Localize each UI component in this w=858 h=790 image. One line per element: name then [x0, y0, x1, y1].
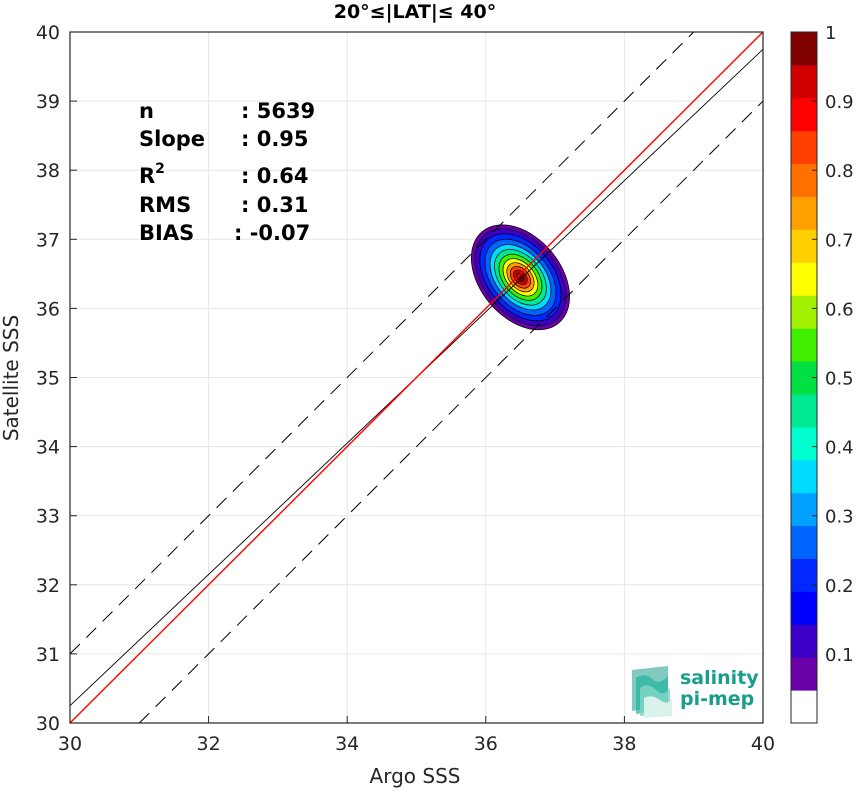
x-tick-label: 34 — [335, 733, 359, 755]
colorbar-segment — [791, 295, 817, 329]
x-tick-label: 32 — [197, 733, 221, 755]
x-tick-label: 38 — [612, 733, 636, 755]
stat-bias-label: BIAS — [139, 221, 194, 245]
salinity-pi-mep-logo: salinity pi-mep — [632, 666, 759, 718]
colorbar-segment — [791, 163, 817, 198]
stat-n-label: n — [139, 99, 154, 123]
stat-r2-value: : 0.64 — [241, 164, 309, 188]
stat-rms-value: : 0.31 — [241, 193, 309, 217]
colorbar-segment — [791, 393, 817, 428]
y-tick-label: 35 — [36, 368, 60, 390]
colorbar-tick-label: 0.5 — [825, 369, 854, 390]
colorbar-segment — [791, 328, 817, 362]
logo-text-line2: pi-mep — [680, 688, 754, 710]
y-tick-label: 34 — [36, 437, 60, 459]
colorbar-segment — [791, 426, 817, 461]
colorbar-tick-label: 0.9 — [825, 92, 854, 113]
x-axis-label: Argo SSS — [370, 764, 461, 788]
colorbar-segment — [791, 32, 817, 66]
upper-bound-line — [69, 31, 695, 655]
y-tick-label: 39 — [36, 91, 60, 113]
colorbar-ticks: 0.1 0.2 0.3 0.4 0.5 0.6 0.7 0.8 0.9 1 — [812, 23, 854, 666]
y-axis-label: Satellite SSS — [0, 315, 23, 441]
colorbar-tick-label: 0.6 — [825, 299, 854, 320]
colorbar-segment — [791, 64, 817, 99]
x-tick-label: 36 — [474, 733, 498, 755]
colorbar-segment — [791, 525, 817, 559]
wave-logo-icon — [632, 666, 672, 718]
stat-rms-label: RMS — [139, 193, 191, 217]
chart-title: 20°≤|LAT|≤ 40° — [334, 1, 497, 23]
colorbar-segment — [791, 196, 817, 230]
y-tick-label: 38 — [36, 160, 60, 182]
colorbar-tick-label: 0.3 — [825, 507, 854, 528]
y-tick-label: 40 — [36, 22, 60, 44]
y-tick-label: 37 — [36, 229, 60, 251]
y-tick-label: 30 — [36, 713, 60, 735]
stat-bias-value: : -0.07 — [234, 221, 310, 245]
colorbar-segment — [791, 492, 817, 527]
stat-n-value: : 5639 — [241, 99, 315, 123]
colorbar-segment — [791, 558, 817, 592]
colorbar-segment — [791, 459, 817, 494]
colorbar-segment — [791, 229, 817, 263]
stat-slope-value: : 0.95 — [241, 127, 309, 151]
x-tick-label: 40 — [751, 733, 775, 755]
colorbar-tick-label: 0.1 — [825, 645, 854, 666]
colorbar-segment — [791, 97, 817, 132]
stat-slope-label: Slope — [139, 127, 205, 151]
colorbar-segment — [791, 690, 817, 724]
lower-bound-line — [138, 100, 764, 724]
stats-box: n : 5639 Slope : 0.95 R2 : 0.64 RMS : 0.… — [139, 99, 315, 245]
reference-lines — [69, 31, 764, 724]
y-tick-label: 32 — [36, 575, 60, 597]
one-to-one-line — [69, 31, 764, 724]
colorbar-tick-label: 0.2 — [825, 576, 854, 597]
colorbar-tick-label: 1 — [825, 23, 836, 44]
y-tick-label: 33 — [36, 506, 60, 528]
y-tick-label: 31 — [36, 644, 60, 666]
x-tick-label: 30 — [58, 733, 82, 755]
logo-text-line1: salinity — [680, 667, 759, 689]
y-tick-label: 36 — [36, 298, 60, 320]
colorbar-segment — [791, 657, 817, 691]
stat-r2-label: R2 — [139, 161, 165, 188]
colorbar-tick-label: 0.4 — [825, 438, 854, 459]
colorbar-segment — [791, 591, 817, 625]
x-ticks: 30 32 34 36 38 40 — [58, 716, 775, 755]
colorbar-tick-label: 0.8 — [825, 161, 854, 182]
y-ticks: 30 31 32 33 34 35 36 37 38 39 40 — [36, 22, 77, 735]
colorbar-segment — [791, 262, 817, 296]
colorbar-segment — [791, 624, 817, 658]
colorbar — [791, 32, 817, 724]
colorbar-tick-label: 0.7 — [825, 230, 854, 251]
colorbar-segment — [791, 130, 817, 165]
